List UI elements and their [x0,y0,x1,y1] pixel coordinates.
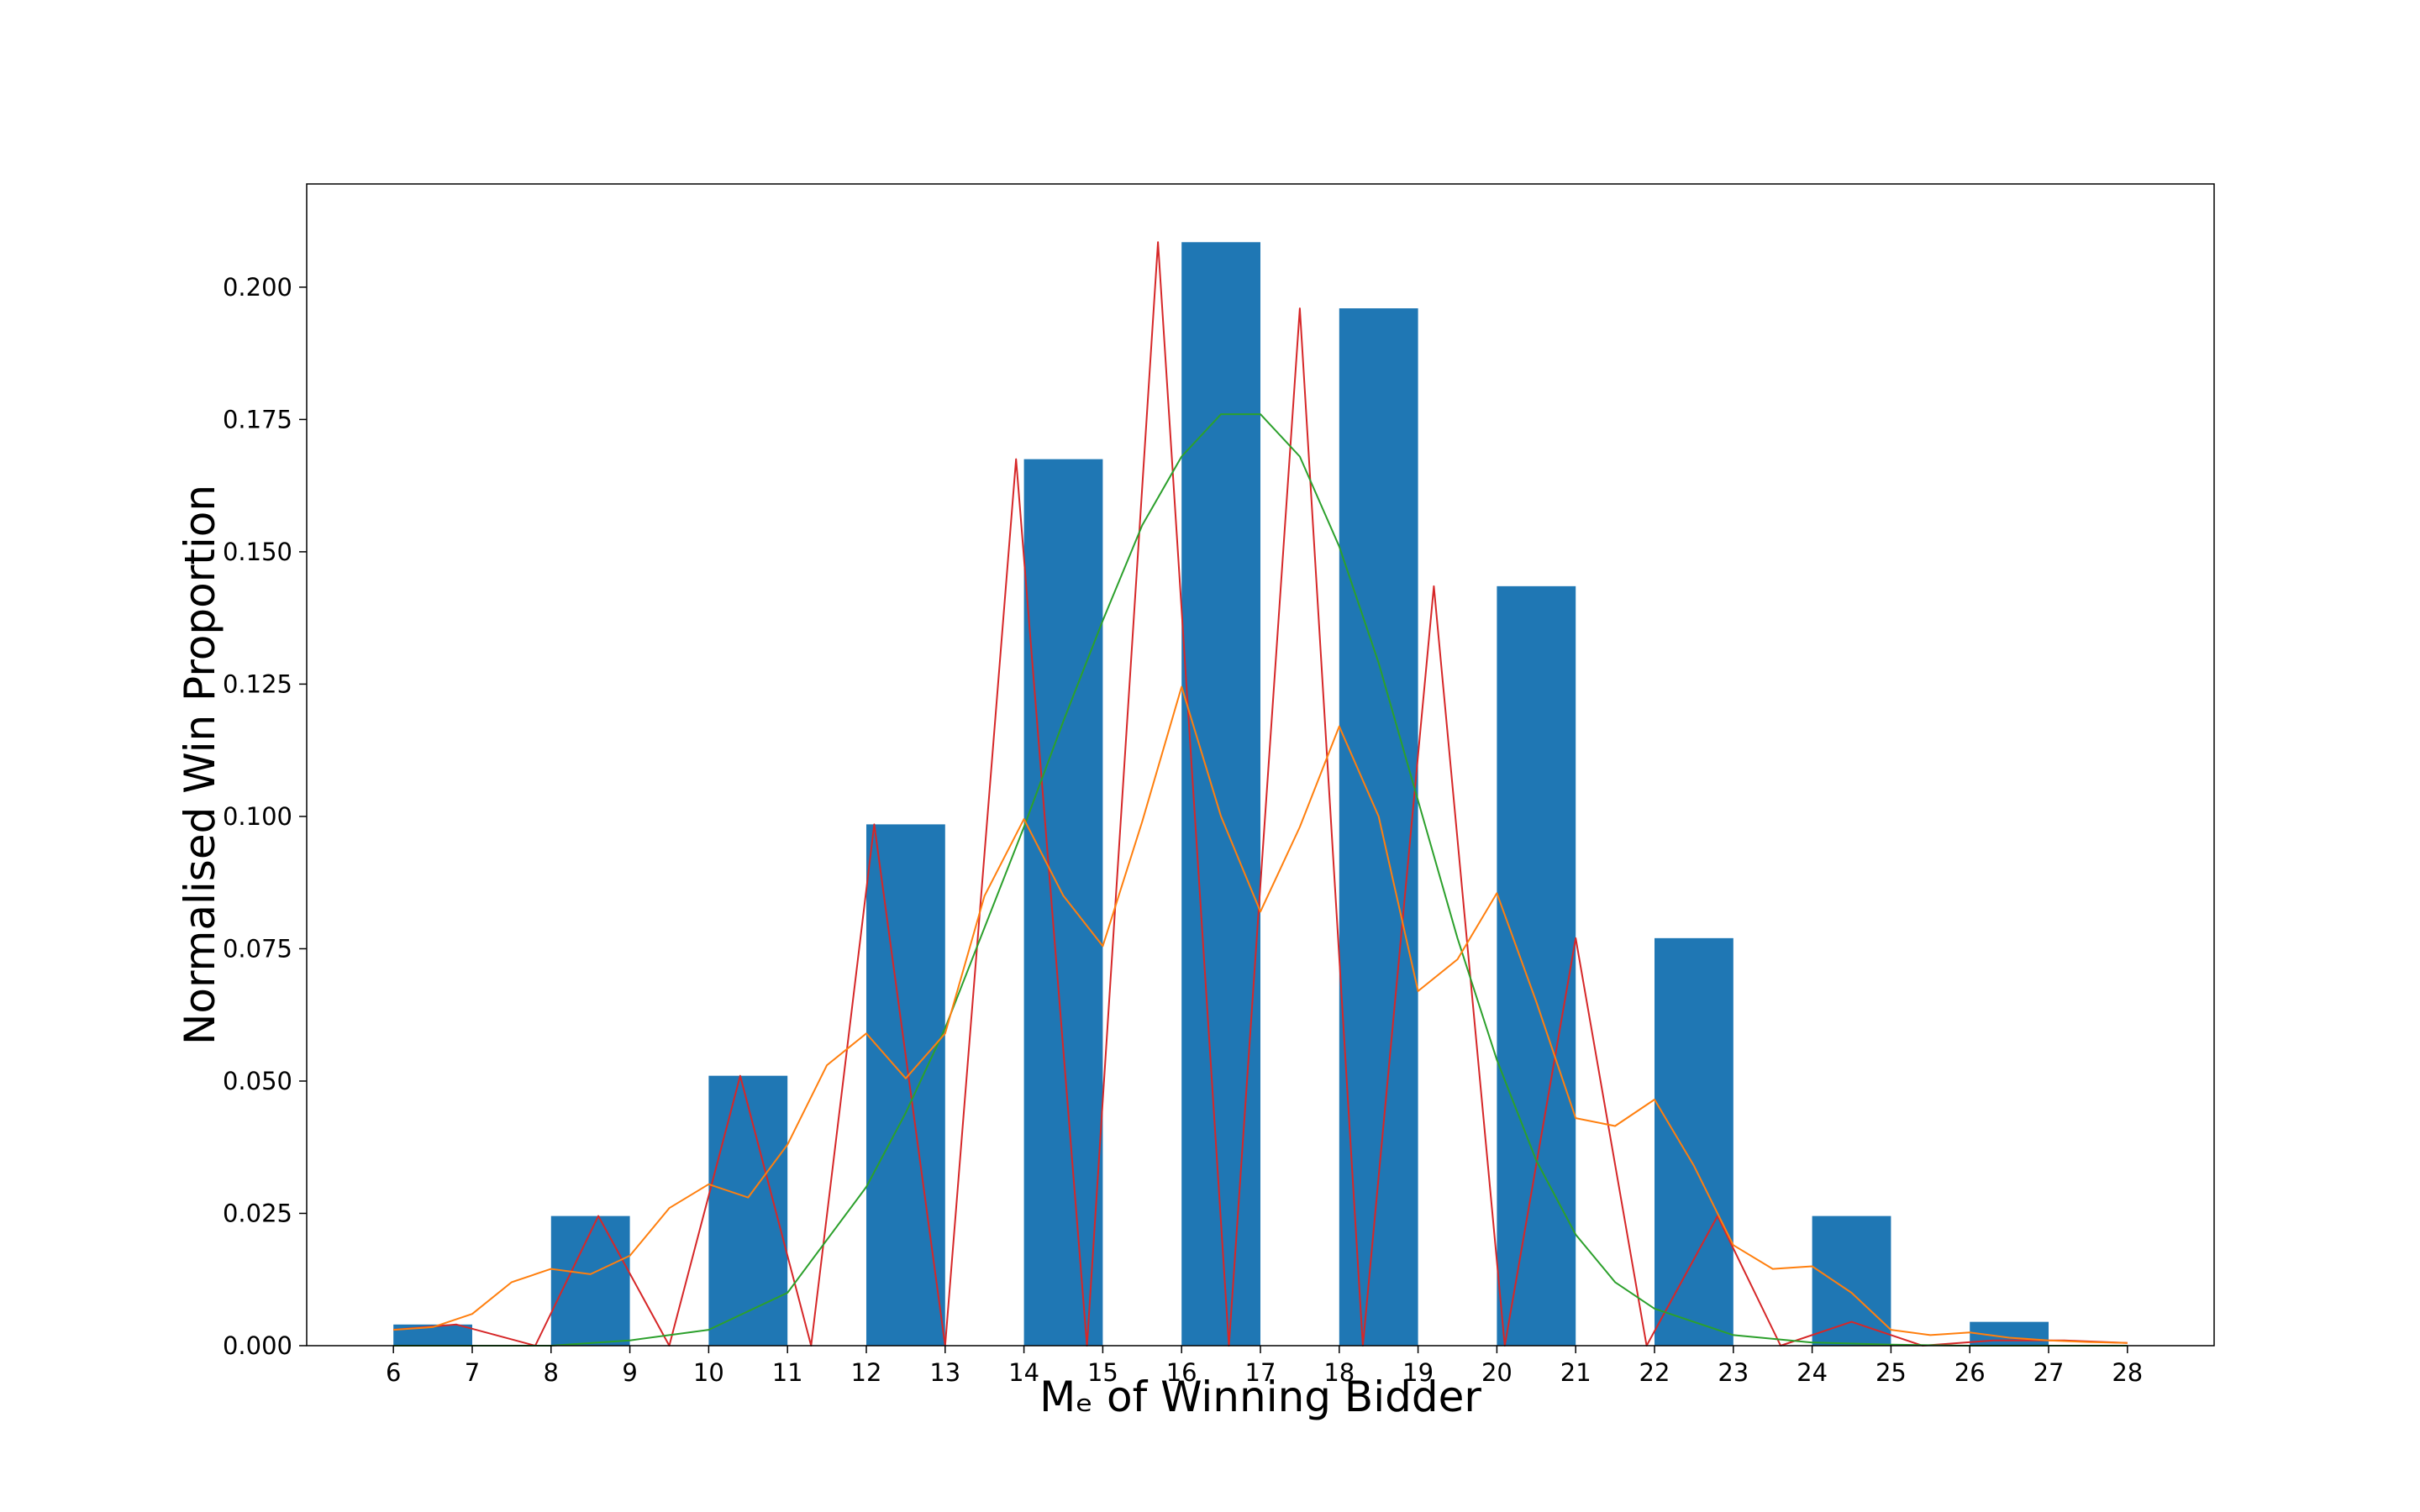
x-tick-label: 18 [1323,1358,1355,1387]
bar [1497,585,1576,1346]
x-tick-label: 15 [1087,1358,1118,1387]
x-tick-label: 13 [929,1358,960,1387]
x-tick-label: 26 [1954,1358,1986,1387]
x-tick-label: 20 [1481,1358,1512,1387]
y-tick-label: 0.050 [223,1067,292,1095]
x-tick-label: 27 [2033,1358,2065,1387]
y-axis-label: Normalised Win Proportion [176,485,224,1045]
x-tick-label: 25 [1876,1358,1907,1387]
x-tick-label: 21 [1560,1358,1591,1387]
y-tick-label: 0.100 [223,802,292,831]
y-tick-label: 0.150 [223,538,292,566]
x-tick-label: 6 [386,1358,401,1387]
line-series-1 [393,241,2128,1347]
x-axis-label: Mₑ of Winning Bidder [1039,1373,1481,1421]
x-tick-label: 9 [622,1358,637,1387]
y-tick-label: 0.175 [223,405,292,433]
x-axis: 6 7 8 9 10 11 12 13 14 15 16 17 18 19 20 21 22 23 24 25 26 27… [386,1346,2143,1387]
x-tick-label: 11 [772,1358,803,1387]
y-tick-label: 0.025 [223,1199,292,1227]
x-tick-label: 17 [1245,1358,1276,1387]
x-tick-label: 24 [1797,1358,1828,1387]
y-tick-label: 0.000 [223,1331,292,1360]
bar [1339,308,1418,1347]
x-tick-label: 16 [1166,1358,1197,1387]
x-tick-label: 8 [544,1358,559,1387]
bar [1023,459,1103,1347]
y-axis: 0.000 0.025 0.050 0.075 0.100 0.125 0.150 0.175… [223,273,307,1360]
x-tick-label: 19 [1402,1358,1434,1387]
line-series-2 [393,413,2128,1347]
bar [1181,242,1260,1347]
x-tick-label: 7 [465,1358,480,1387]
x-tick-label: 10 [693,1358,724,1387]
x-tick-label: 22 [1639,1358,1670,1387]
bar [708,1075,788,1346]
x-tick-label: 14 [1008,1358,1039,1387]
bar [1812,1215,1891,1346]
x-tick-label: 12 [851,1358,882,1387]
y-tick-label: 0.075 [223,934,292,963]
bar [865,824,945,1346]
y-tick-label: 0.125 [223,669,292,698]
line-series-3 [393,685,2128,1344]
line-series-group [393,241,2128,1347]
y-tick-label: 0.200 [223,273,292,302]
bar [1655,937,1733,1346]
bar [550,1215,630,1346]
x-tick-label: 28 [2112,1358,2143,1387]
x-tick-label: 23 [1718,1358,1749,1387]
